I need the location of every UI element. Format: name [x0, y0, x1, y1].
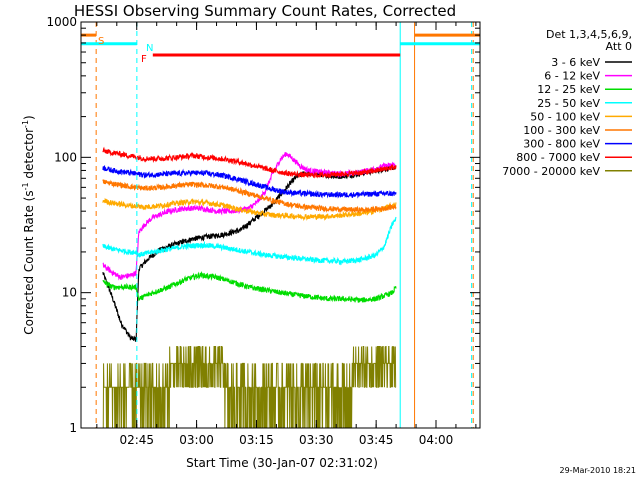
y-tick-label: 1 — [69, 421, 77, 435]
series-line-6-12-kev — [102, 152, 397, 281]
x-tick-label: 03:45 — [359, 433, 394, 447]
legend-label-50-100-kev: 50 - 100 keV — [530, 110, 600, 123]
x-tick-label: 03:15 — [239, 433, 274, 447]
chart-title: HESSI Observing Summary Count Rates, Cor… — [74, 2, 456, 20]
series-line-300-800-kev — [102, 165, 397, 199]
legend-label-300-800-kev: 300 - 800 keV — [523, 138, 600, 151]
ylabel-superscript-2: -1 — [21, 120, 30, 128]
flag-label-n: N — [146, 43, 153, 54]
x-tick-label: 03:00 — [179, 433, 214, 447]
y-tick-label: 1000 — [46, 15, 77, 29]
timestamp: 29-Mar-2010 18:21 — [560, 466, 637, 475]
y-tick-label: 10 — [62, 286, 77, 300]
legend-label-25-50-kev: 25 - 50 keV — [537, 97, 600, 110]
legend-label-6-12-kev: 6 - 12 keV — [544, 70, 600, 83]
series-line-800-7000-kev — [102, 146, 397, 179]
series-line-12-25-kev — [102, 270, 397, 303]
x-axis-label: Start Time (30-Jan-07 02:31:02) — [186, 456, 378, 470]
ylabel-part-3: ) — [22, 115, 36, 120]
x-tick-label: 02:45 — [119, 433, 154, 447]
series-line-7000-20000-kev — [102, 346, 397, 429]
flags-layer — [81, 22, 480, 428]
series-line-50-100-kev — [102, 197, 397, 222]
ylabel-part-2: detector — [22, 128, 36, 183]
y-tick-label: 100 — [54, 150, 77, 164]
x-tick-label: 03:30 — [299, 433, 334, 447]
ylabel-part-1: Corrected Count Rate (s — [22, 190, 36, 334]
legend-label-7000-20000-kev: 7000 - 20000 keV — [502, 165, 600, 178]
legend-label-100-300-kev: 100 - 300 keV — [523, 124, 600, 137]
series-layer — [102, 146, 397, 429]
legend-label-12-25-kev: 12 - 25 keV — [537, 83, 600, 96]
series-line-100-300-kev — [102, 179, 397, 214]
legend-header-line-2: Att 0 — [606, 40, 632, 53]
y-axis-label: Corrected Count Rate (s-1 detector-1) — [21, 115, 36, 334]
flag-label-s: S — [98, 36, 104, 47]
series-line-25-50-kev — [102, 216, 397, 266]
legend-label-3-6-kev: 3 - 6 keV — [551, 56, 600, 69]
flag-label-f: F — [141, 54, 147, 65]
x-tick-label: 04:00 — [419, 433, 454, 447]
legend-label-800-7000-kev: 800 - 7000 keV — [516, 151, 600, 164]
ylabel-superscript-1: -1 — [21, 182, 30, 190]
ticks-layer: 02:45 03:00 03:15 03:30 03:45 04:00 1 10 100 1000 — [46, 15, 480, 447]
legend-header-line-1: Det 1,3,4,5,6,9, — [546, 28, 632, 41]
plot-frame — [80, 21, 481, 429]
